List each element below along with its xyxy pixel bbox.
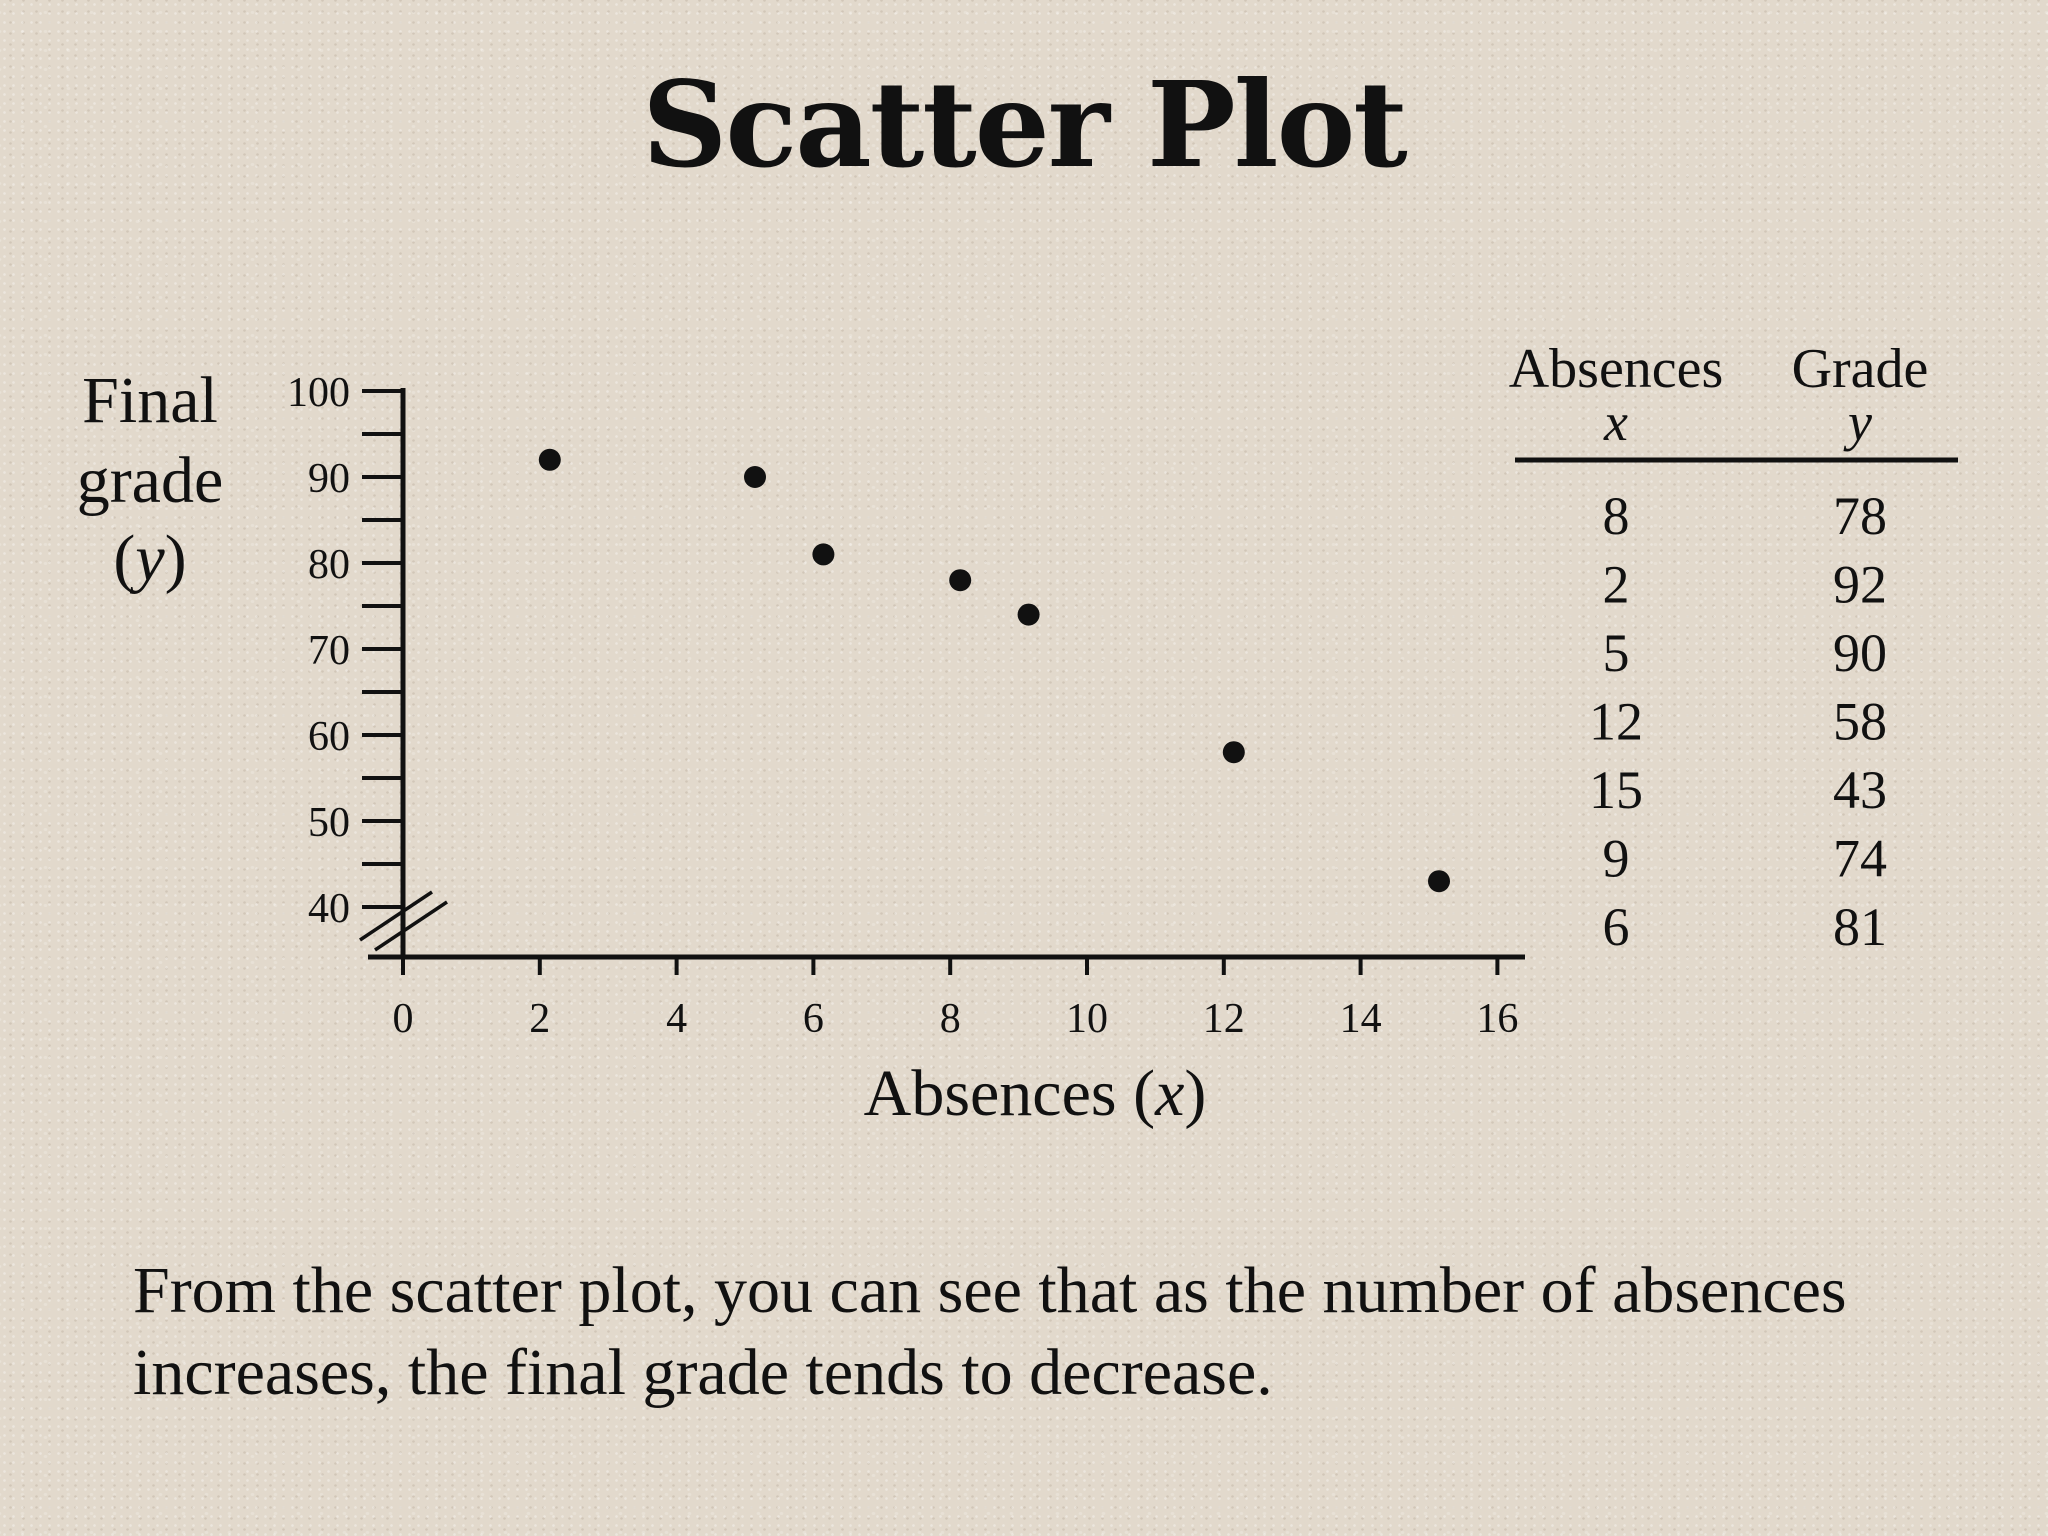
table-cell: 92 [1833,555,1887,615]
table-cell: 43 [1833,760,1887,820]
table-cell: 6 [1603,897,1630,957]
table-cell: 78 [1833,486,1887,546]
data-point [1222,741,1245,764]
table-cell: 15 [1589,760,1643,820]
x-axis-label: Absences (x) [864,1057,1207,1130]
data-point [1017,603,1040,626]
table-cell: 58 [1833,692,1887,752]
data-point [949,569,972,592]
y-axis-label-var: (y) [113,522,186,595]
table-header-label: Absences [1509,338,1724,400]
table-cell: 81 [1833,897,1887,957]
table-cell: 5 [1603,623,1630,683]
y-tick-label: 70 [308,628,350,674]
x-tick-label: 14 [1340,996,1382,1042]
y-axis-label-line2: grade [77,444,224,517]
x-tick-label: 10 [1066,996,1108,1042]
y-tick-label: 50 [308,800,350,846]
table-cell: 74 [1833,829,1887,889]
table-cell: 9 [1603,829,1630,889]
y-tick-label: 60 [308,714,350,760]
data-point [1428,870,1450,893]
y-axis-break-mark [359,890,433,942]
table-cell: 8 [1603,486,1630,546]
table-cell: 2 [1603,555,1630,615]
x-tick-label: 6 [803,996,824,1042]
data-point [744,466,766,488]
y-tick-label: 100 [287,370,350,416]
table-cell: 90 [1833,623,1887,683]
x-tick-label: 4 [666,996,687,1042]
data-point [538,448,561,471]
table-cell: 12 [1589,692,1643,752]
y-tick-label: 80 [308,542,350,588]
x-tick-label: 8 [940,996,961,1042]
table-header-label: Grade [1792,338,1929,400]
x-tick-label: 16 [1476,996,1518,1042]
table-header-var: x [1603,392,1628,452]
y-tick-label: 40 [308,886,350,932]
x-tick-label: 0 [393,996,414,1042]
y-tick-label: 90 [308,456,350,502]
caption-text: From the scatter plot, you can see that … [133,1254,1847,1409]
table-header-var: y [1843,392,1872,452]
data-point [812,543,835,566]
x-tick-label: 2 [529,996,550,1042]
x-tick-label: 12 [1203,996,1245,1042]
y-axis-label-line1: Final [82,364,218,437]
page-title: Scatter Plot [642,55,1408,194]
y-axis-break-mark [374,900,448,952]
